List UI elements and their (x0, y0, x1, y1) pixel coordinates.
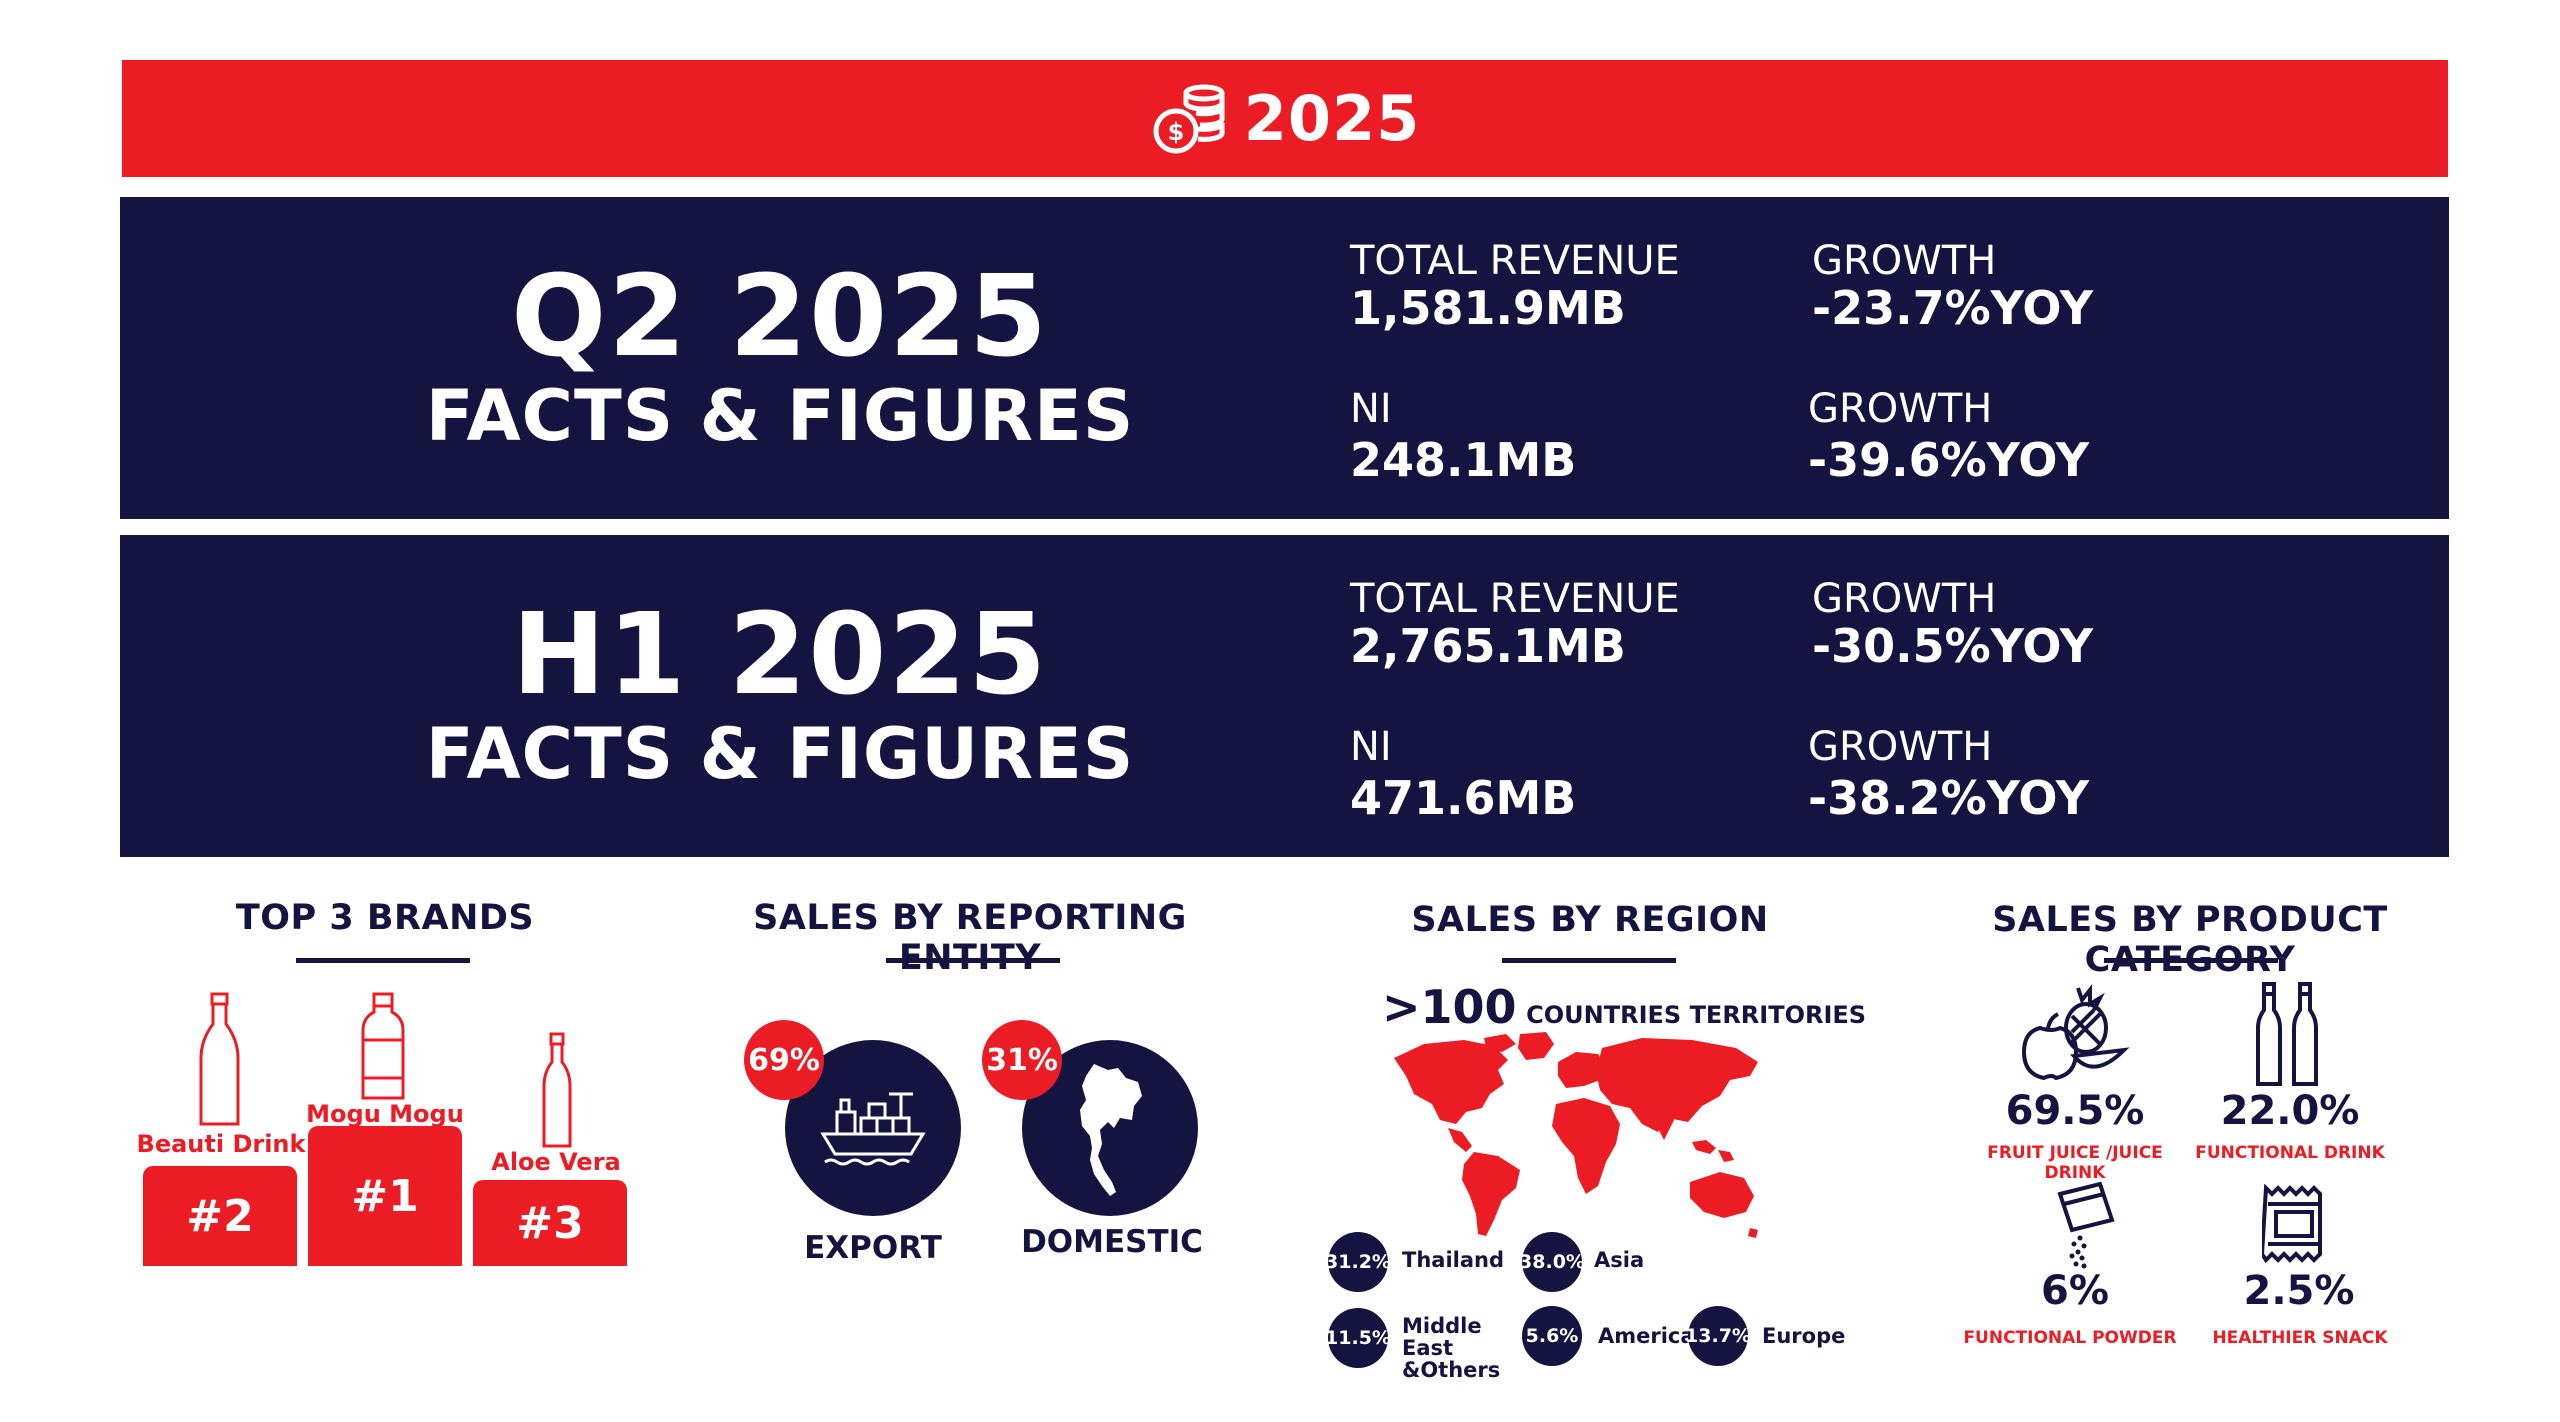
h1-revenue-growth-value: -30.5%YOY (1812, 619, 2094, 673)
h1-facts-panel: H1 2025 FACTS & FIGURES TOTAL REVENUE 2,… (120, 535, 2449, 857)
fruit-icon (2021, 984, 2130, 1081)
beauti-drink-bottle-icon (199, 992, 240, 1126)
product-pct-fruit: 69.5% (2005, 1088, 2145, 1134)
region-label-america: America (1598, 1324, 1695, 1348)
h1-revenue: TOTAL REVENUE 2,765.1MB (1350, 577, 1680, 671)
entity-underline (886, 958, 1060, 963)
h1-ni: NI 471.6MB (1350, 725, 1576, 823)
q2-revenue-growth-label: GROWTH (1812, 238, 1997, 284)
countries-count-value: >100 (1382, 980, 1517, 1034)
product-pct-functional-powder: 6% (2041, 1268, 2109, 1314)
region-label-thailand: Thailand (1402, 1248, 1504, 1272)
export-pct-badge: 69% (744, 1020, 824, 1100)
q2-ni: NI 248.1MB (1350, 387, 1576, 485)
product-label-healthier-snack: HEALTHIER SNACK (2212, 1328, 2388, 1348)
region-pct-middle-east: 11.5% (1325, 1308, 1391, 1368)
h1-revenue-growth: GROWTH -30.5%YOY (1812, 577, 2093, 671)
product-label-functional-drink: FUNCTIONAL DRINK (2195, 1143, 2385, 1163)
svg-text:$: $ (1167, 118, 1184, 146)
pedestal-rank-1: #1 (308, 1126, 462, 1266)
header-bar: $ 2025 (122, 60, 2448, 177)
product-pct-functional-drink: 22.0% (2220, 1088, 2360, 1134)
h1-revenue-growth-label: GROWTH (1812, 576, 1997, 622)
region-pct-europe: 13.7% (1685, 1306, 1751, 1366)
export-label: EXPORT (804, 1230, 942, 1266)
domestic-circle (1022, 1040, 1198, 1216)
mogu-mogu-bottle-icon (361, 992, 405, 1100)
brands-underline (296, 958, 470, 963)
q2-facts-panel: Q2 2025 FACTS & FIGURES TOTAL REVENUE 1,… (120, 197, 2449, 519)
countries-count-text: COUNTRIES TERRITORIES (1526, 1001, 1867, 1029)
region-title: SALES BY REGION (1411, 900, 1769, 940)
brand-name-3: Aloe Vera (491, 1148, 621, 1176)
q2-ni-growth-label: GROWTH (1808, 386, 1993, 432)
q2-ni-growth-value: -39.6%YOY (1808, 433, 2090, 487)
q2-revenue-growth: GROWTH -23.7%YOY (1812, 239, 2093, 333)
domestic-pct-badge: 31% (982, 1020, 1062, 1100)
q2-revenue-value: 1,581.9MB (1350, 281, 1626, 335)
region-label-middle-east: Middle East &Others (1402, 1314, 1501, 1382)
h1-ni-growth: GROWTH -38.2%YOY (1808, 725, 2089, 823)
countries-count: >100 COUNTRIES TERRITORIES (1382, 980, 1866, 1034)
product-pct-healthier-snack: 2.5% (2243, 1268, 2355, 1314)
brand-name-1: Mogu Mogu (306, 1100, 464, 1128)
brand-name-2: Beauti Drink (136, 1130, 306, 1158)
powder-sachet-icon (2057, 1181, 2115, 1269)
region-pct-thailand: 31.2% (1325, 1232, 1391, 1292)
product-title: SALES BY PRODUCT CATEGORY (1992, 900, 2388, 980)
cargo-ship-icon (820, 1092, 926, 1166)
world-map-icon (1394, 1032, 1758, 1238)
entity-title: SALES BY REPORTING ENTITY (753, 898, 1187, 978)
aloe-vera-bottle-icon (542, 1032, 572, 1148)
region-label-europe: Europe (1762, 1324, 1846, 1348)
h1-ni-label: NI (1350, 724, 1392, 770)
q2-revenue-label: TOTAL REVENUE (1350, 238, 1680, 284)
q2-ni-growth: GROWTH -39.6%YOY (1808, 387, 2089, 485)
snack-bar-icon (2262, 1184, 2322, 1264)
product-label-functional-powder: FUNCTIONAL POWDER (1963, 1328, 2177, 1348)
pedestal-rank-3: #3 (473, 1180, 627, 1266)
bottles-icon (2256, 982, 2318, 1086)
q2-ni-value: 248.1MB (1350, 433, 1577, 487)
h1-ni-value: 471.6MB (1350, 771, 1577, 825)
coin-stack-icon: $ (1153, 84, 1225, 153)
h1-subtitle: FACTS & FIGURES (425, 713, 1135, 795)
region-pct-asia: 38.0% (1519, 1232, 1585, 1292)
thailand-map-icon (1080, 1064, 1142, 1196)
domestic-label: DOMESTIC (1021, 1224, 1203, 1260)
header-year: 2025 (1243, 82, 1421, 155)
h1-ni-growth-value: -38.2%YOY (1808, 771, 2090, 825)
q2-revenue: TOTAL REVENUE 1,581.9MB (1350, 239, 1680, 333)
region-label-asia: Asia (1594, 1248, 1645, 1272)
q2-revenue-growth-value: -23.7%YOY (1812, 281, 2094, 335)
h1-revenue-label: TOTAL REVENUE (1350, 576, 1680, 622)
region-pct-america: 5.6% (1522, 1306, 1582, 1366)
region-underline (1502, 958, 1676, 963)
product-underline (2104, 958, 2278, 963)
q2-ni-label: NI (1350, 386, 1392, 432)
brands-title: TOP 3 BRANDS (235, 898, 535, 938)
h1-title: H1 2025 (511, 590, 1049, 720)
pedestal-rank-2: #2 (143, 1166, 297, 1266)
q2-title: Q2 2025 (511, 252, 1049, 382)
product-label-fruit: FRUIT JUICE /JUICE DRINK (1987, 1143, 2163, 1183)
h1-ni-growth-label: GROWTH (1808, 724, 1993, 770)
h1-revenue-value: 2,765.1MB (1350, 619, 1626, 673)
q2-subtitle: FACTS & FIGURES (425, 375, 1135, 457)
